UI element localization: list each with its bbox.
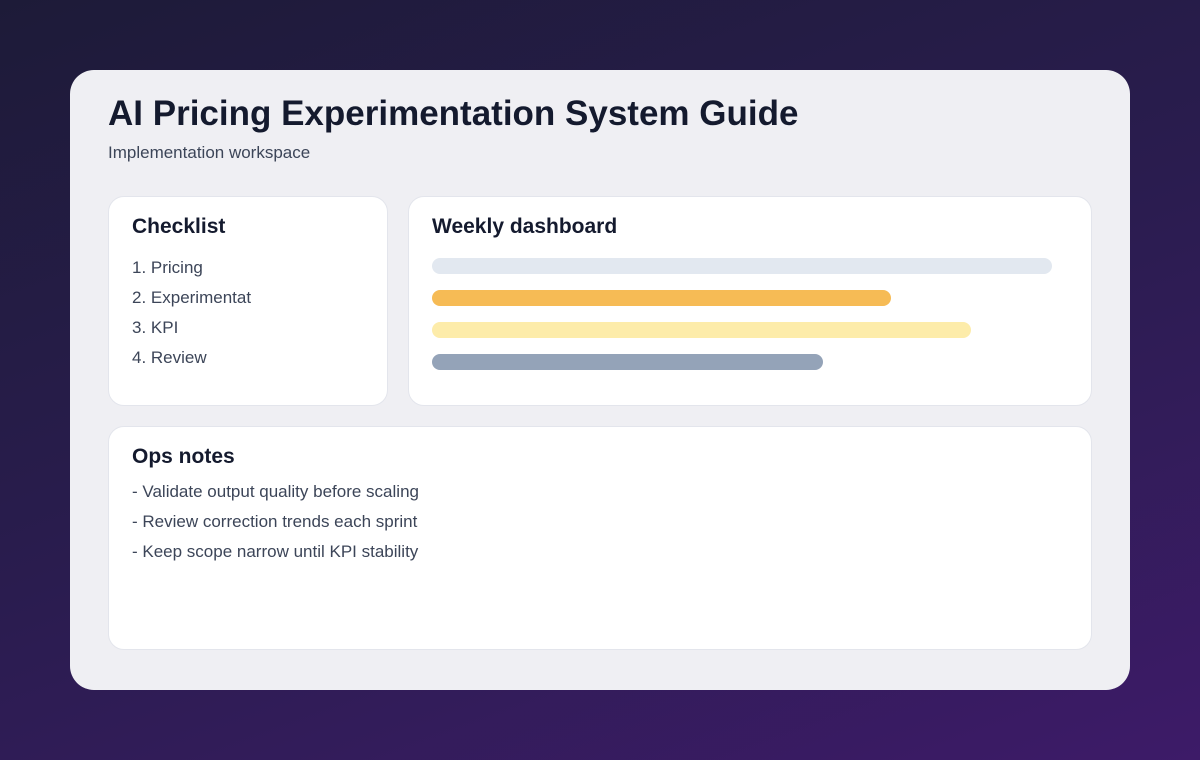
dashboard-bar-3 — [432, 322, 972, 338]
checklist-item: 1. Pricing — [132, 258, 203, 277]
checklist-item: 4. Review — [132, 348, 207, 367]
page-title: AI Pricing Experimentation System Guide — [108, 94, 799, 133]
note-item: - Keep scope narrow until KPI stability — [132, 542, 419, 561]
dashboard-bar-2 — [432, 290, 891, 306]
checklist-item: 3. KPI — [132, 318, 179, 337]
dashboard-card: Weekly dashboard — [408, 196, 1092, 406]
checklist-item: 2. Experimentat — [132, 288, 252, 307]
dashboard-bar-1 — [432, 258, 1052, 274]
checklist-card: Checklist 1. Pricing 2. Experimentat 3. … — [108, 196, 388, 406]
checklist-title: Checklist — [132, 215, 226, 238]
ops-notes-card: Ops notes - Validate output quality befo… — [108, 426, 1092, 650]
note-item: - Validate output quality before scaling — [132, 482, 419, 501]
dashboard-bar-4 — [432, 354, 823, 370]
note-item: - Review correction trends each sprint — [132, 512, 418, 531]
page-subtitle: Implementation workspace — [108, 143, 311, 162]
main-panel: AI Pricing Experimentation System Guide … — [70, 70, 1130, 690]
ops-notes-title: Ops notes — [132, 445, 235, 468]
dashboard-title: Weekly dashboard — [432, 215, 618, 238]
